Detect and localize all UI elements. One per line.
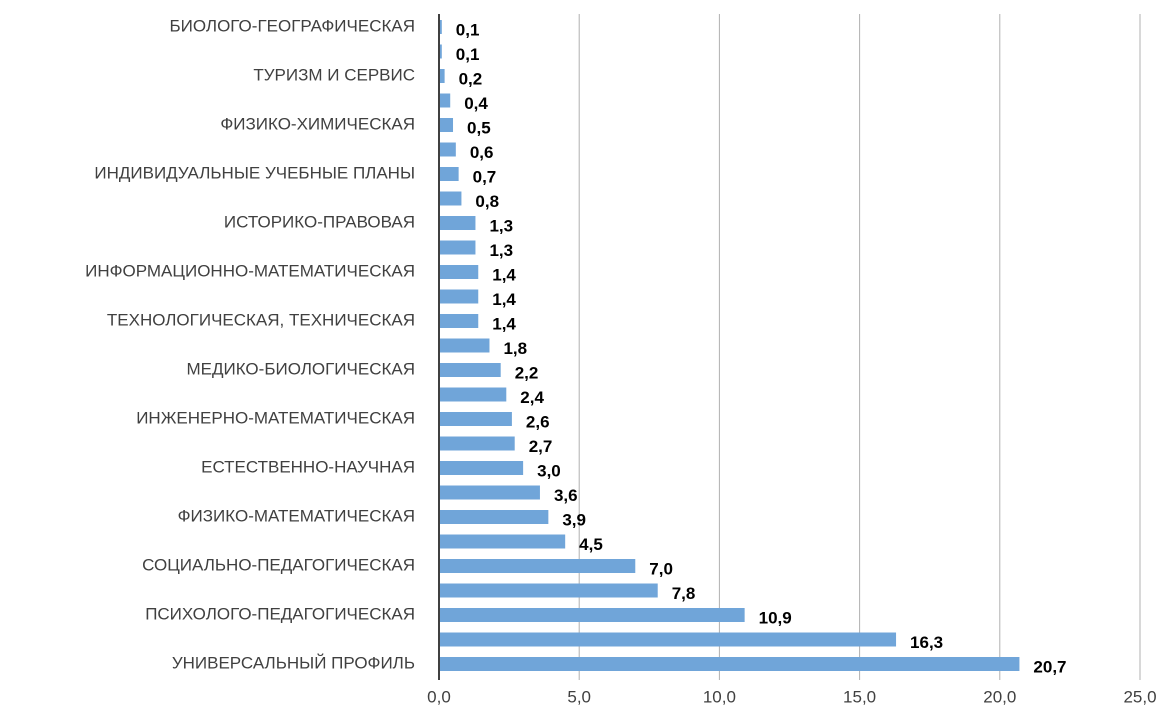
value-label: 7,0 bbox=[649, 559, 673, 578]
bar bbox=[439, 142, 456, 157]
y-tick-label: СОЦИАЛЬНО-ПЕДАГОГИЧЕСКАЯ bbox=[142, 555, 415, 574]
value-label: 0,2 bbox=[459, 69, 483, 88]
value-label: 16,3 bbox=[910, 633, 943, 652]
y-tick-label: ПСИХОЛОГО-ПЕДАГОГИЧЕСКАЯ bbox=[145, 604, 415, 623]
value-label: 1,4 bbox=[492, 265, 516, 284]
bar bbox=[439, 338, 490, 353]
bar bbox=[439, 314, 479, 328]
value-label: 3,0 bbox=[537, 461, 561, 480]
value-label: 0,8 bbox=[475, 192, 499, 211]
value-label: 10,9 bbox=[759, 608, 792, 627]
y-tick-label: ТЕХНОЛОГИЧЕСКАЯ, ТЕХНИЧЕСКАЯ bbox=[107, 310, 415, 329]
value-label: 3,6 bbox=[554, 486, 578, 505]
bar bbox=[439, 167, 459, 181]
bar bbox=[439, 289, 479, 304]
y-tick-label: УНИВЕРСАЛЬНЫЙ ПРОФИЛЬ bbox=[172, 653, 415, 672]
x-tick-label: 20,0 bbox=[983, 687, 1016, 706]
value-label: 1,4 bbox=[492, 314, 516, 333]
bar bbox=[439, 583, 658, 598]
y-tick-label: ФИЗИКО-ХИМИЧЕСКАЯ bbox=[220, 114, 415, 133]
value-label: 3,9 bbox=[562, 510, 586, 529]
value-label: 1,3 bbox=[489, 241, 513, 260]
y-tick-label: ИНДИВИДУАЛЬНЫЕ УЧЕБНЫЕ ПЛАНЫ bbox=[94, 163, 415, 182]
y-tick-label: ТУРИЗМ И СЕРВИС bbox=[253, 65, 415, 84]
bar bbox=[439, 657, 1020, 671]
bar bbox=[439, 559, 636, 573]
y-tick-label: ЕСТЕСТВЕННО-НАУЧНАЯ bbox=[201, 457, 415, 476]
value-label: 0,1 bbox=[456, 20, 480, 39]
x-tick-label: 10,0 bbox=[703, 687, 736, 706]
value-label: 20,7 bbox=[1033, 657, 1066, 676]
bar bbox=[439, 93, 451, 108]
bar bbox=[439, 44, 442, 59]
bar bbox=[439, 412, 512, 426]
value-label: 0,7 bbox=[473, 167, 497, 186]
value-label: 0,4 bbox=[464, 94, 488, 113]
bar bbox=[439, 363, 501, 377]
value-label: 4,5 bbox=[579, 535, 603, 554]
bar bbox=[439, 387, 507, 402]
x-tick-label: 5,0 bbox=[567, 687, 591, 706]
bar bbox=[439, 632, 897, 647]
value-label: 2,6 bbox=[526, 412, 550, 431]
bar bbox=[439, 510, 549, 524]
value-label: 1,4 bbox=[492, 290, 516, 309]
x-tick-label: 15,0 bbox=[843, 687, 876, 706]
value-label: 2,7 bbox=[529, 437, 553, 456]
y-tick-label: ИНФОРМАЦИОННО-МАТЕМАТИЧЕСКАЯ bbox=[85, 261, 415, 280]
value-label: 2,4 bbox=[520, 388, 544, 407]
bar bbox=[439, 191, 462, 206]
y-tick-label: МЕДИКО-БИОЛОГИЧЕСКАЯ bbox=[186, 359, 415, 378]
bar bbox=[439, 20, 442, 34]
value-label: 0,6 bbox=[470, 143, 494, 162]
value-label: 1,3 bbox=[489, 216, 513, 235]
value-label: 1,8 bbox=[503, 339, 527, 358]
x-tick-label: 0,0 bbox=[427, 687, 451, 706]
bar bbox=[439, 534, 566, 549]
y-tick-label: БИОЛОГО-ГЕОГРАФИЧЕСКАЯ bbox=[170, 16, 415, 35]
bar bbox=[439, 216, 476, 230]
bar bbox=[439, 461, 524, 475]
y-tick-label: ФИЗИКО-МАТЕМАТИЧЕСКАЯ bbox=[178, 506, 415, 525]
y-tick-label: ИНЖЕНЕРНО-МАТЕМАТИЧЕСКАЯ bbox=[136, 408, 415, 427]
value-label: 0,1 bbox=[456, 45, 480, 64]
bar bbox=[439, 608, 745, 622]
bar bbox=[439, 485, 540, 500]
value-label: 2,2 bbox=[515, 363, 539, 382]
bar bbox=[439, 265, 479, 279]
value-label: 7,8 bbox=[672, 584, 696, 603]
value-label: 0,5 bbox=[467, 118, 491, 137]
y-tick-label: ИСТОРИКО-ПРАВОВАЯ bbox=[224, 212, 415, 231]
bar bbox=[439, 240, 476, 255]
bar bbox=[439, 118, 454, 132]
x-tick-label: 25,0 bbox=[1123, 687, 1156, 706]
bar bbox=[439, 436, 515, 451]
bar bbox=[439, 69, 445, 83]
